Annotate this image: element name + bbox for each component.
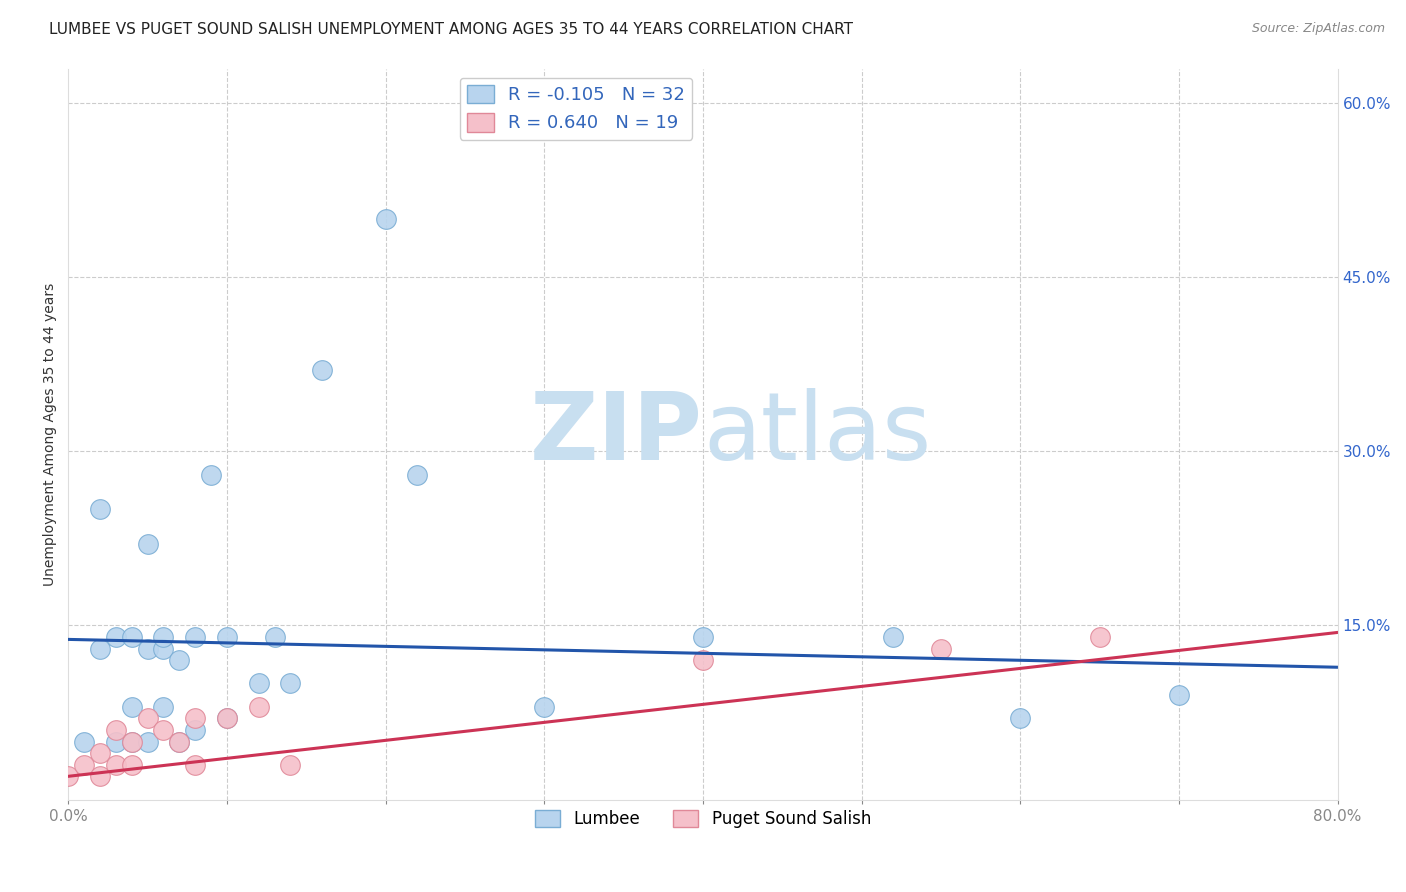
Point (152, 723, 174, 737)
Point (89, 502, 111, 516)
Point (533, 699, 555, 714)
Point (89, 641, 111, 656)
Point (73, 734, 96, 748)
Point (152, 641, 174, 656)
Point (169, 653, 191, 667)
Point (184, 630, 207, 644)
Point (104, 757, 127, 772)
Legend: Lumbee, Puget Sound Salish: Lumbee, Puget Sound Salish (529, 804, 877, 835)
Text: ZIP: ZIP (530, 388, 703, 480)
Point (692, 630, 714, 644)
Point (136, 734, 159, 748)
Point (121, 757, 143, 772)
Point (169, 734, 191, 748)
Point (136, 711, 159, 725)
Point (58, 769, 80, 783)
Point (121, 734, 143, 748)
Point (136, 641, 159, 656)
Point (89, 746, 111, 760)
Point (280, 757, 302, 772)
Point (104, 734, 127, 748)
Point (374, 212, 396, 227)
Point (692, 653, 714, 667)
Point (215, 630, 238, 644)
Point (169, 734, 191, 748)
Point (1168, 688, 1191, 702)
Text: Source: ZipAtlas.com: Source: ZipAtlas.com (1251, 22, 1385, 36)
Point (311, 363, 333, 377)
Point (929, 641, 952, 656)
Point (152, 699, 174, 714)
Point (247, 676, 270, 690)
Point (280, 676, 302, 690)
Y-axis label: Unemployment Among Ages 35 to 44 years: Unemployment Among Ages 35 to 44 years (44, 283, 58, 586)
Point (104, 630, 127, 644)
Point (184, 711, 207, 725)
Point (73, 757, 96, 772)
Point (121, 699, 143, 714)
Text: atlas: atlas (703, 388, 931, 480)
Point (1088, 630, 1111, 644)
Point (104, 723, 127, 737)
Point (184, 723, 207, 737)
Point (215, 711, 238, 725)
Point (121, 630, 143, 644)
Point (89, 769, 111, 783)
Point (215, 711, 238, 725)
Point (1010, 711, 1032, 725)
Point (136, 537, 159, 551)
Point (152, 630, 174, 644)
Point (263, 630, 285, 644)
Point (247, 699, 270, 714)
Text: LUMBEE VS PUGET SOUND SALISH UNEMPLOYMENT AMONG AGES 35 TO 44 YEARS CORRELATION : LUMBEE VS PUGET SOUND SALISH UNEMPLOYMEN… (49, 22, 853, 37)
Point (121, 734, 143, 748)
Point (184, 757, 207, 772)
Point (882, 630, 904, 644)
Point (200, 467, 222, 482)
Point (406, 467, 429, 482)
